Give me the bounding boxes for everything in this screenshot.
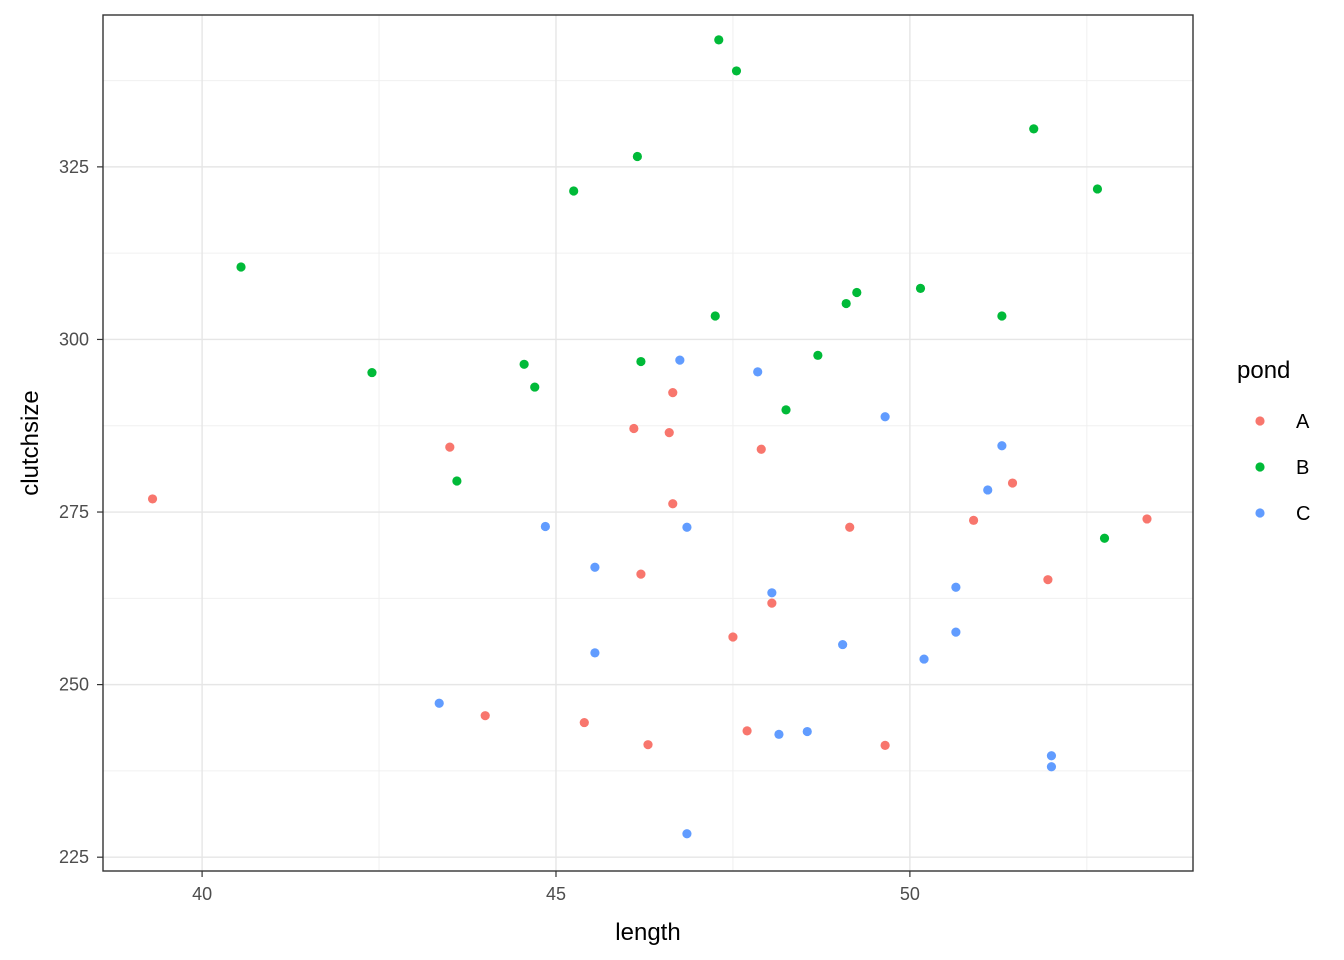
data-point-b	[813, 350, 823, 360]
legend-label-a: A	[1296, 411, 1310, 433]
data-point-b	[1092, 184, 1103, 194]
data-point-a	[668, 388, 678, 398]
data-point-a	[1043, 575, 1053, 585]
data-point-a	[643, 740, 653, 750]
legend-key-a	[1255, 416, 1265, 426]
data-point-b	[997, 311, 1007, 321]
data-point-c	[880, 412, 890, 422]
data-point-a	[845, 522, 855, 532]
data-point-c	[682, 522, 692, 532]
data-point-c	[951, 582, 961, 592]
data-point-a	[445, 442, 455, 452]
data-point-b	[530, 382, 540, 392]
x-tick-label: 40	[192, 884, 212, 904]
legend-key-c	[1255, 508, 1265, 518]
legend-title: pond	[1237, 357, 1290, 384]
plot-panel-border	[102, 14, 1194, 872]
y-tick-label: 250	[59, 675, 89, 695]
data-point-c	[983, 485, 993, 495]
data-point-a	[968, 515, 979, 525]
data-point-b	[841, 298, 851, 309]
data-point-c	[675, 355, 685, 365]
data-point-c	[590, 562, 600, 572]
major-gridlines	[103, 15, 1193, 871]
legend-label-b: B	[1296, 457, 1309, 479]
data-point-a	[742, 726, 752, 736]
data-point-b	[781, 405, 791, 415]
y-tick-label: 325	[59, 157, 89, 177]
data-point-b	[632, 151, 642, 162]
legend-label-c: C	[1296, 503, 1310, 525]
data-point-c	[951, 627, 961, 637]
legend-key-b	[1255, 462, 1265, 472]
data-point-c	[919, 654, 929, 664]
data-points	[147, 35, 1152, 839]
data-point-a	[880, 740, 890, 750]
data-point-c	[590, 648, 600, 658]
data-point-a	[668, 499, 678, 509]
data-point-b	[519, 359, 529, 369]
data-point-c	[802, 726, 812, 737]
data-point-c	[767, 588, 777, 598]
data-point-b	[452, 476, 462, 486]
data-point-c	[434, 698, 444, 708]
x-axis: 40 45 50	[192, 871, 920, 904]
data-point-b	[731, 66, 742, 76]
data-point-c	[682, 829, 692, 839]
data-point-b	[714, 35, 724, 45]
data-point-c	[1046, 751, 1057, 761]
data-point-a	[767, 598, 777, 608]
data-point-a	[1142, 514, 1152, 524]
y-tick-label: 225	[59, 847, 89, 867]
data-point-b	[236, 262, 246, 272]
data-point-a	[147, 494, 158, 504]
x-tick-label: 45	[546, 884, 566, 904]
data-point-a	[636, 569, 646, 579]
data-point-a	[480, 711, 490, 721]
x-axis-title: length	[615, 919, 680, 946]
data-point-b	[710, 311, 720, 321]
data-point-c	[774, 729, 784, 739]
y-tick-label: 275	[59, 502, 89, 522]
data-point-b	[1099, 533, 1110, 543]
data-point-a	[756, 444, 766, 454]
minor-gridlines	[103, 15, 1193, 871]
data-point-c	[1046, 762, 1057, 772]
data-point-a	[579, 717, 589, 728]
data-point-a	[728, 632, 738, 642]
data-point-a	[664, 428, 674, 438]
data-point-b	[367, 367, 377, 378]
data-point-a	[1007, 478, 1018, 488]
y-axis-title: clutchsize	[17, 390, 44, 495]
data-point-b	[1029, 124, 1039, 134]
y-axis: 225 250 275 300 325	[59, 157, 103, 867]
legend: pond A B C	[1237, 357, 1310, 525]
data-point-b	[915, 283, 926, 293]
data-point-b	[852, 287, 862, 298]
data-point-c	[540, 521, 550, 532]
y-tick-label: 300	[59, 329, 89, 349]
data-point-a	[629, 423, 639, 434]
data-point-c	[997, 441, 1007, 451]
data-point-c	[753, 367, 763, 377]
data-point-c	[838, 639, 848, 650]
x-tick-label: 50	[900, 884, 920, 904]
data-point-b	[636, 356, 646, 367]
data-point-b	[569, 186, 579, 196]
